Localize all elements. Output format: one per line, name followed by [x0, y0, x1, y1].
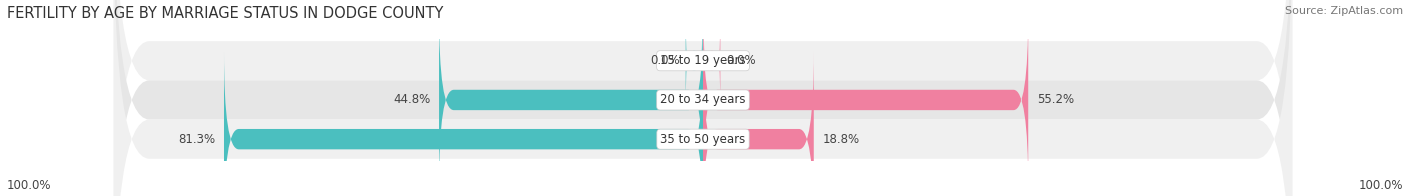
FancyBboxPatch shape — [224, 51, 703, 196]
Text: 15 to 19 years: 15 to 19 years — [661, 54, 745, 67]
Text: 44.8%: 44.8% — [392, 93, 430, 106]
Text: 0.0%: 0.0% — [727, 54, 756, 67]
Text: 20 to 34 years: 20 to 34 years — [661, 93, 745, 106]
FancyBboxPatch shape — [439, 12, 703, 188]
FancyBboxPatch shape — [703, 12, 1028, 188]
Text: 81.3%: 81.3% — [179, 133, 215, 146]
Text: 100.0%: 100.0% — [7, 179, 52, 192]
Text: Source: ZipAtlas.com: Source: ZipAtlas.com — [1285, 6, 1403, 16]
FancyBboxPatch shape — [114, 0, 1292, 196]
FancyBboxPatch shape — [685, 12, 703, 109]
FancyBboxPatch shape — [114, 0, 1292, 196]
Text: FERTILITY BY AGE BY MARRIAGE STATUS IN DODGE COUNTY: FERTILITY BY AGE BY MARRIAGE STATUS IN D… — [7, 6, 443, 21]
FancyBboxPatch shape — [114, 0, 1292, 196]
Text: 18.8%: 18.8% — [823, 133, 859, 146]
Text: 0.0%: 0.0% — [650, 54, 679, 67]
Text: 35 to 50 years: 35 to 50 years — [661, 133, 745, 146]
FancyBboxPatch shape — [703, 51, 814, 196]
Text: 100.0%: 100.0% — [1358, 179, 1403, 192]
FancyBboxPatch shape — [703, 12, 721, 109]
Text: 55.2%: 55.2% — [1038, 93, 1074, 106]
